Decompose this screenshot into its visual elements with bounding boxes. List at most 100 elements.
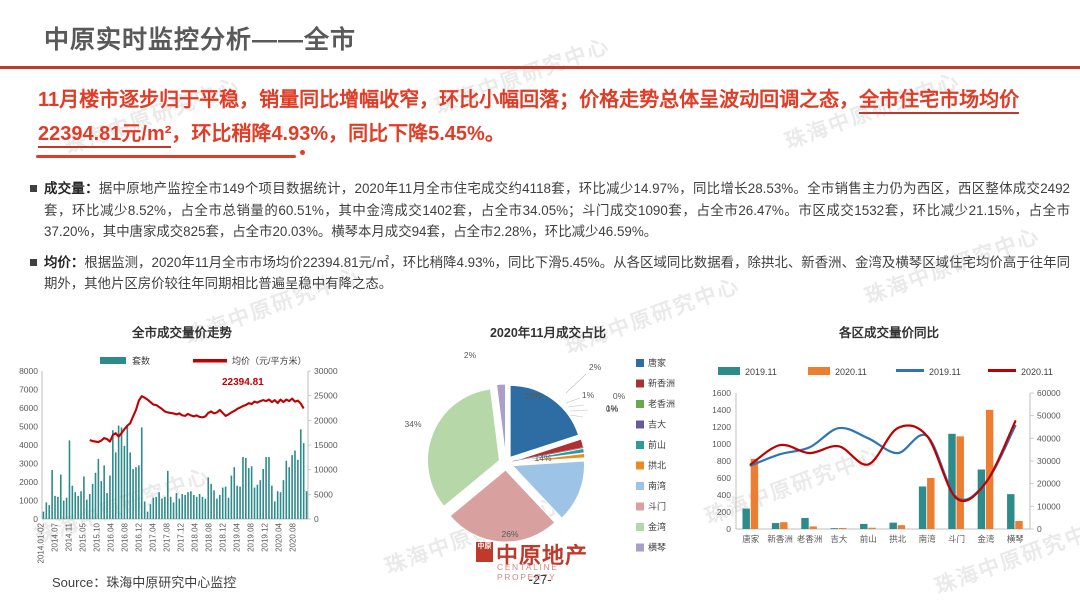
svg-text:横琴: 横琴	[648, 542, 666, 553]
svg-text:2019.11: 2019.11	[745, 367, 777, 377]
svg-text:唐家: 唐家	[648, 357, 666, 368]
svg-text:2019.11: 2019.11	[929, 367, 961, 377]
highlight-red-underline	[36, 155, 296, 158]
bullet-square-icon	[30, 185, 37, 192]
svg-text:2020.08: 2020.08	[288, 522, 297, 551]
svg-text:2014.01-02: 2014.01-02	[36, 522, 45, 563]
svg-text:1%: 1%	[582, 390, 595, 400]
svg-text:1000: 1000	[712, 439, 731, 449]
bullet-body: 根据监测，2020年11月全市市场均价22394.81元/㎡，环比稍降4.93%…	[44, 254, 1070, 292]
svg-text:南湾: 南湾	[919, 534, 937, 544]
chart-nov-2020-share: 2020年11月成交占比 20% 2% 0% 0% 1% 1% 14% 26% 34% 2% 唐家新…	[398, 322, 698, 572]
svg-text:前山: 前山	[648, 439, 666, 450]
svg-text:15000: 15000	[314, 440, 338, 450]
highlight-underlined: 全市住宅市场均价22394.81元/m²	[38, 89, 1020, 148]
svg-text:0%: 0%	[613, 391, 626, 401]
svg-text:20%: 20%	[524, 391, 541, 401]
bullet-sep: ：	[85, 181, 99, 196]
svg-text:新香洲: 新香洲	[648, 378, 675, 389]
chart3-title: 各区成交量价同比	[838, 326, 939, 340]
svg-text:2%: 2%	[589, 362, 602, 372]
svg-text:2018.08: 2018.08	[204, 522, 213, 551]
title-divider	[0, 66, 1080, 69]
logo-mark: 中原	[476, 542, 493, 562]
svg-text:新香洲: 新香洲	[767, 534, 793, 544]
svg-text:0: 0	[33, 514, 38, 524]
svg-text:50000: 50000	[1037, 411, 1061, 421]
svg-text:10000: 10000	[1037, 501, 1061, 511]
bullet-list: 成交量：据中原地产监控全市149个项目数据统计，2020年11月全市住宅成交约4…	[30, 178, 1070, 304]
svg-text:1600: 1600	[712, 388, 731, 398]
highlight-paragraph: 11月楼市逐步归于平稳，销量同比增幅收窄，环比小幅回落；价格走势总体呈波动回调之…	[38, 83, 1050, 151]
svg-text:0: 0	[726, 524, 731, 534]
svg-text:0: 0	[1037, 524, 1042, 534]
svg-text:唐家: 唐家	[742, 534, 760, 544]
bullet-text: 成交量：据中原地产监控全市149个项目数据统计，2020年11月全市住宅成交约4…	[44, 178, 1070, 243]
svg-text:0%: 0%	[606, 404, 619, 414]
svg-text:5000: 5000	[19, 422, 38, 432]
svg-text:34%: 34%	[404, 419, 421, 429]
chart1-legend-line-label: 均价（元/平方米）	[232, 355, 307, 366]
svg-text:拱北: 拱北	[648, 460, 666, 471]
svg-text:20000: 20000	[1037, 479, 1061, 489]
chart1-legend-bar-swatch	[100, 357, 126, 364]
svg-text:800: 800	[717, 456, 731, 466]
svg-text:60000: 60000	[1037, 388, 1061, 398]
chart1-annotation: 22394.81	[222, 377, 264, 388]
chart-district-volume-price-yoy: 各区成交量价同比 2019.11 2020.11 2019.11 2020.11 0 20…	[700, 322, 1078, 572]
svg-text:8000: 8000	[19, 366, 38, 376]
highlight-part-2: ，环比稍降4.93%，同比下降5.45%。	[171, 123, 505, 145]
svg-text:前山: 前山	[860, 534, 877, 544]
svg-text:26%: 26%	[501, 529, 518, 539]
svg-text:1000: 1000	[19, 496, 38, 506]
svg-text:2014.11: 2014.11	[64, 522, 73, 551]
chart3-svg: 2019.11 2020.11 2019.11 2020.11 0 200 400 600 80…	[712, 367, 1061, 544]
svg-text:2016.08: 2016.08	[120, 522, 129, 551]
svg-text:1400: 1400	[712, 405, 731, 415]
svg-text:6000: 6000	[19, 403, 38, 413]
svg-text:2020.11: 2020.11	[1021, 367, 1053, 377]
chart-citywide-volume-price-trend: 全市成交量价走势 套数 均价（元/平方米） 0 1000 2000 3000 4000 5…	[8, 322, 356, 572]
svg-text:2016.12: 2016.12	[134, 522, 143, 551]
logo-cn: 中原地产	[496, 543, 589, 569]
svg-text:2%: 2%	[464, 350, 477, 360]
svg-text:2017.12: 2017.12	[176, 522, 185, 551]
svg-text:2017.04: 2017.04	[148, 522, 157, 551]
svg-text:2019.08: 2019.08	[246, 522, 255, 551]
svg-text:2000: 2000	[19, 477, 38, 487]
bullet-sep: ：	[70, 254, 85, 270]
bullet-square-icon	[30, 258, 37, 266]
svg-text:2019.04: 2019.04	[232, 522, 241, 551]
logo-en: CENTALINE PROPERTY	[497, 562, 559, 582]
chart2-svg: 20%2%0%0%1%1%14%26%34%2%唐家新香洲老香洲吉大前山拱北南湾…	[404, 350, 675, 553]
svg-text:40000: 40000	[1037, 433, 1061, 443]
svg-text:200: 200	[717, 507, 731, 517]
svg-text:30000: 30000	[314, 366, 338, 376]
svg-text:0: 0	[314, 514, 319, 524]
bullet-text: 均价：根据监测，2020年11月全市市场均价22394.81元/㎡，环比稍降4.…	[44, 252, 1070, 295]
page-number: -27-	[528, 572, 552, 587]
svg-text:400: 400	[717, 490, 731, 500]
svg-text:老香洲: 老香洲	[648, 398, 675, 409]
svg-text:4000: 4000	[19, 440, 38, 450]
svg-text:30000: 30000	[1037, 456, 1061, 466]
chart2-title: 2020年11月成交占比	[489, 326, 607, 340]
svg-text:老香洲: 老香洲	[797, 534, 823, 544]
svg-text:600: 600	[717, 473, 731, 483]
svg-text:2017.08: 2017.08	[162, 522, 171, 551]
svg-text:2015.10: 2015.10	[92, 522, 101, 551]
svg-text:2020.11: 2020.11	[835, 367, 867, 377]
chart1-title: 全市成交量价走势	[131, 326, 232, 340]
svg-text:14%: 14%	[534, 453, 551, 463]
svg-text:10000: 10000	[314, 465, 338, 475]
svg-text:2015.05: 2015.05	[78, 522, 87, 551]
bullet-label: 成交量	[44, 181, 86, 196]
highlight-red-dot	[300, 150, 305, 155]
svg-text:吉大: 吉大	[830, 534, 848, 544]
svg-text:斗门: 斗门	[948, 534, 965, 544]
svg-text:2014.07: 2014.07	[50, 522, 59, 551]
svg-text:1%: 1%	[606, 403, 619, 413]
svg-text:2019.12: 2019.12	[260, 522, 269, 551]
svg-text:拱北: 拱北	[889, 534, 907, 544]
